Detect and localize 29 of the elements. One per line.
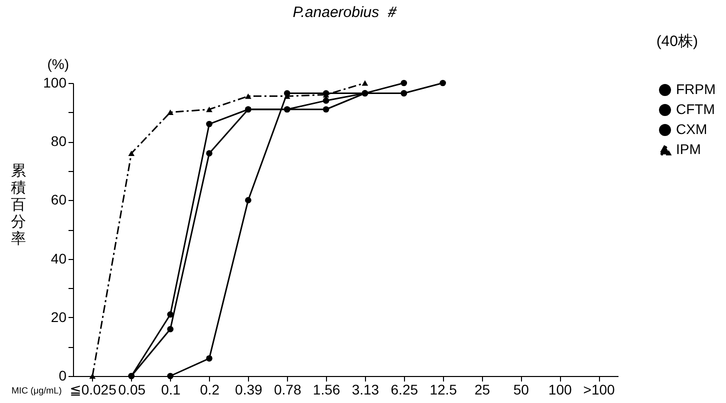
y-axis-title: 累積百分率 [11,162,26,248]
legend-label: FRPM [676,81,716,97]
y-tick-label: 60 [50,192,67,208]
x-tick-label: 1.56 [312,382,340,398]
x-tick-label: 0.78 [274,382,302,398]
y-tick-label: 80 [50,133,67,150]
x-tick-label: 0.1 [161,382,181,398]
text: (40株) [656,33,698,50]
x-tick-label: >100 [583,382,616,398]
legend-label: CFTM [676,101,715,117]
x-tick-label: ≦0.025 [70,382,117,398]
x-tick-label: 0.39 [235,382,263,398]
y-tick-label: 0 [58,368,67,384]
x-tick-label: 6.25 [390,382,418,398]
chart-title: P.anaerobius ＃ [292,4,398,21]
y-tick-label: 20 [50,308,67,325]
legend-label: IPM [676,141,701,157]
y-tick-label: 100 [43,74,67,90]
x-tick-label: 50 [513,382,530,398]
x-tick-label: 0.2 [200,382,220,398]
legend-label: CXM [676,121,708,137]
x-tick-label: 12.5 [430,382,458,398]
x-tick-label: 100 [548,382,572,398]
x-tick-label: 3.13 [352,382,380,398]
x-axis-title: MIC (μg/mL) [12,386,62,396]
y-tick-label: 40 [50,250,67,266]
text: (%) [47,56,69,72]
x-tick-label: 0.05 [118,382,146,398]
x-tick-label: 25 [474,382,490,398]
